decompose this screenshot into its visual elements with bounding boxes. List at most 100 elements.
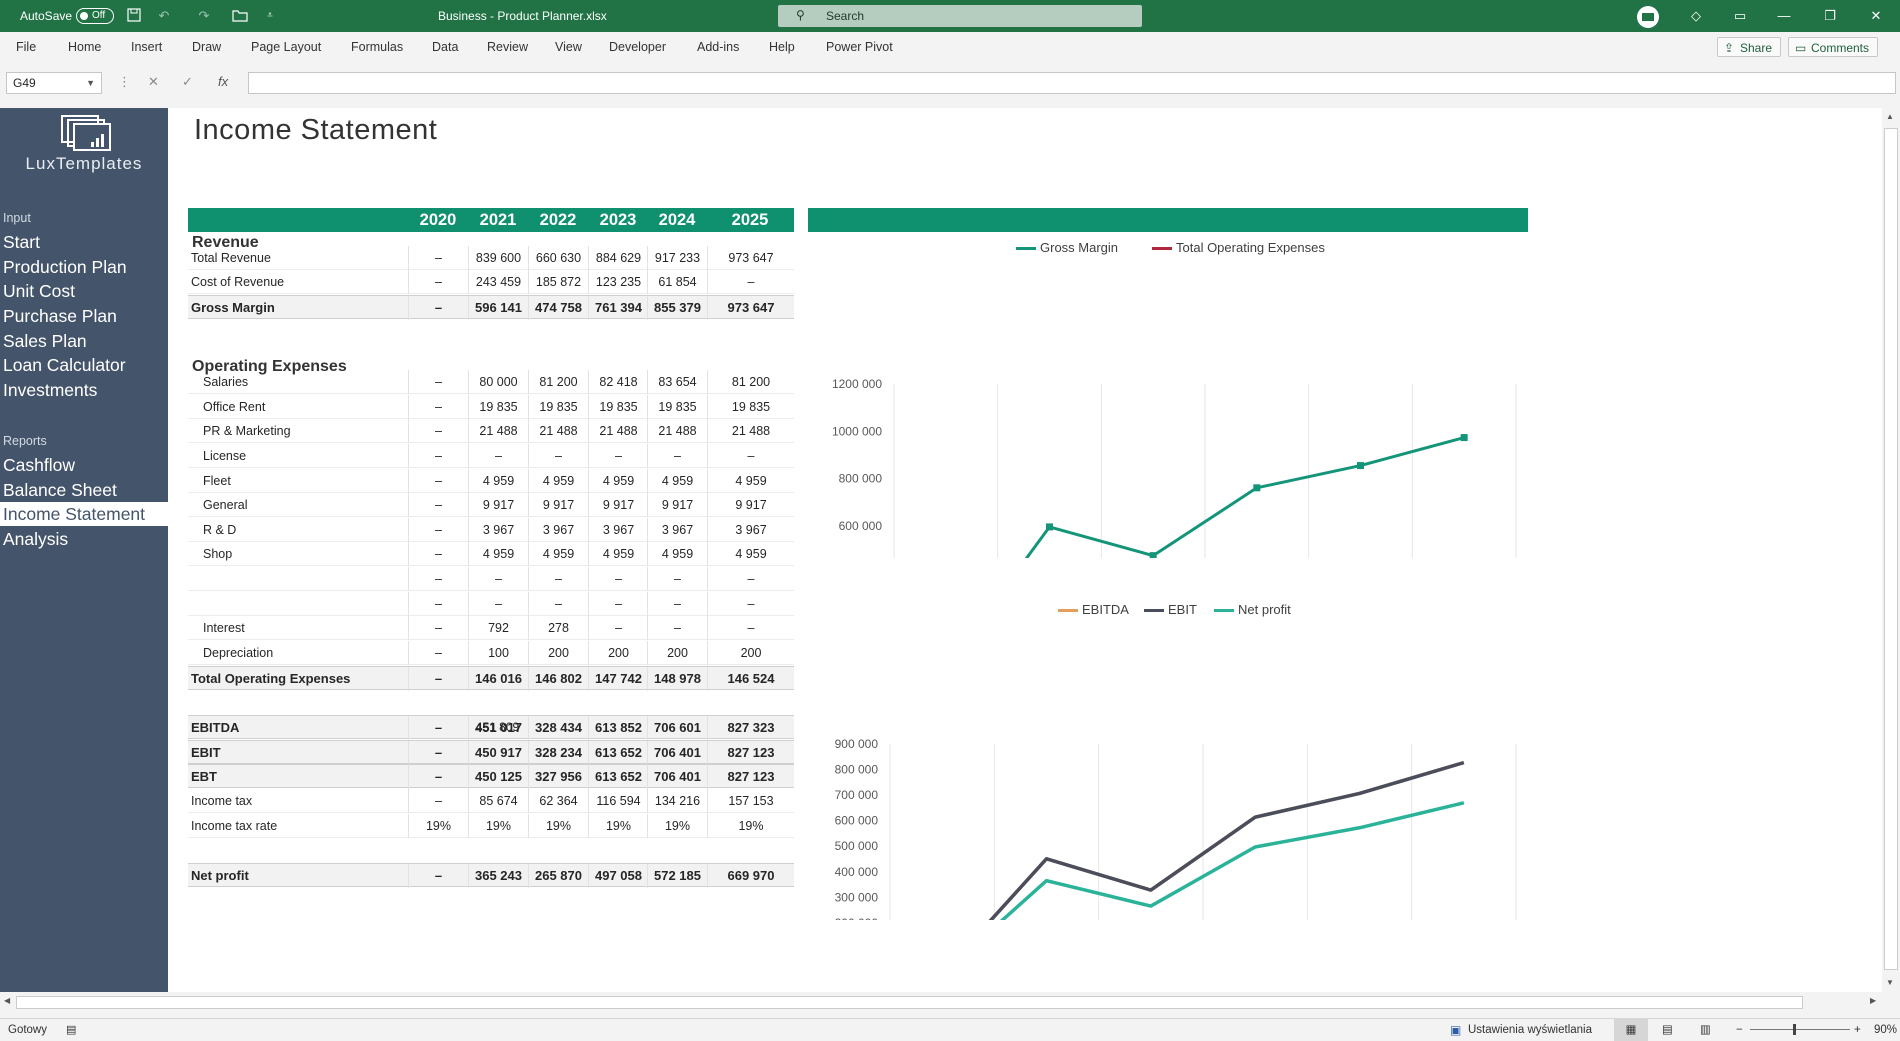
cell-2022[interactable]: 81 200 (528, 370, 588, 394)
tab-page-layout[interactable]: Page Layout (251, 40, 322, 54)
cell-2024[interactable]: 917 233 (647, 246, 707, 270)
cell-2023[interactable]: 19 835 (588, 395, 648, 419)
table-row[interactable]: Total Revenue –839 600 660 630 884 629 917 2… (188, 246, 794, 270)
cell-2020[interactable]: – (408, 864, 468, 888)
tab-formulas[interactable]: Formulas (351, 40, 404, 54)
cell-2024[interactable]: – (647, 592, 707, 616)
table-row[interactable]: Income tax –85 674 62 364 116 594 134 216 157… (188, 789, 794, 813)
premium-diamond-icon[interactable]: ◇ (1691, 8, 1701, 23)
cell-2022[interactable]: 278 (528, 616, 588, 640)
cell-2024[interactable]: 83 654 (647, 370, 707, 394)
cell-2023[interactable]: – (588, 567, 648, 591)
cell-2022[interactable]: 146 802 (528, 667, 588, 691)
cell-2023[interactable]: 21 488 (588, 419, 648, 443)
cell-2025[interactable]: 21 488 (707, 419, 794, 443)
cell-2021[interactable]: 4 959 (468, 542, 528, 566)
cell-2021[interactable]: 596 141 (468, 296, 528, 320)
cell-2023[interactable]: 761 394 (588, 296, 648, 320)
cell-2020[interactable]: – (408, 789, 468, 813)
cell-2025[interactable]: 200 (707, 641, 794, 665)
cell-2022[interactable]: 9 917 (528, 493, 588, 517)
save-icon[interactable] (126, 8, 142, 24)
autosave-toggle[interactable]: Off (76, 8, 114, 24)
cell-2025[interactable]: 81 200 (707, 370, 794, 394)
nav-sales-plan[interactable]: Sales Plan (3, 331, 87, 351)
cell-2022[interactable]: 3 967 (528, 518, 588, 542)
cell-2025[interactable]: 4 959 (707, 469, 794, 493)
table-row[interactable]: Total Operating Expenses –146 016 146 802 1… (188, 666, 794, 691)
tab-add-ins[interactable]: Add-ins (697, 40, 740, 54)
insert-function-icon[interactable]: fx (218, 74, 229, 89)
cell-2025[interactable]: – (707, 270, 794, 294)
cell-2024[interactable]: 21 488 (647, 419, 707, 443)
enter-icon[interactable]: ✓ (182, 74, 193, 89)
cell-2020[interactable]: – (408, 518, 468, 542)
macro-record-icon[interactable]: ▤ (66, 1024, 77, 1036)
table-row[interactable]: Office Rent –19 835 19 835 19 835 19 835 19 8… (188, 395, 794, 419)
scroll-up-icon[interactable]: ▲ (1886, 112, 1894, 121)
vertical-scroll-thumb[interactable] (1884, 128, 1898, 970)
cell-2022[interactable]: – (528, 592, 588, 616)
cell-2020[interactable]: – (408, 716, 468, 740)
restore-icon[interactable]: ❐ (1824, 8, 1836, 23)
table-row[interactable]: Gross Margin –596 141 474 758 761 394 855 37… (188, 295, 794, 320)
cell-2023[interactable]: 884 629 (588, 246, 648, 270)
nav-investments[interactable]: Investments (3, 380, 98, 400)
cell-2020[interactable]: – (408, 567, 468, 591)
cell-2024[interactable]: 4 959 (647, 542, 707, 566)
minimize-icon[interactable]: — (1777, 8, 1791, 23)
nav-analysis[interactable]: Analysis (3, 529, 69, 549)
cell-2024[interactable]: 572 185 (647, 864, 707, 888)
table-row[interactable]: – – – – – – (188, 567, 794, 591)
cell-2021[interactable]: 80 000 (468, 370, 528, 394)
cell-2023[interactable]: 613 852 (588, 716, 648, 740)
cell-2021[interactable]: 9 917 (468, 493, 528, 517)
cell-2021[interactable]: 243 459 (468, 270, 528, 294)
cell-2021[interactable]: 146 016 (468, 667, 528, 691)
cell-2020[interactable]: – (408, 741, 468, 765)
cell-2020[interactable]: – (408, 542, 468, 566)
cell-2021[interactable]: 3 967 (468, 518, 528, 542)
cell-2021[interactable]: 19% (468, 814, 528, 838)
cell-2022[interactable]: 660 630 (528, 246, 588, 270)
zoom-level[interactable]: 90% (1874, 1024, 1898, 1036)
cell-2022[interactable]: 327 956 (528, 765, 588, 789)
cell-2022[interactable]: 4 959 (528, 469, 588, 493)
cell-2025[interactable]: 19 835 (707, 395, 794, 419)
comments-button[interactable]: ▭ Comments (1788, 37, 1879, 57)
tab-data[interactable]: Data (432, 40, 459, 54)
account-avatar-icon[interactable] (1628, 0, 1668, 32)
cell-2020[interactable]: 19% (408, 814, 468, 838)
cell-2023[interactable]: – (588, 444, 648, 468)
cell-2022[interactable]: 19% (528, 814, 588, 838)
undo-icon[interactable]: ↶ (158, 8, 170, 23)
nav-production-plan[interactable]: Production Plan (3, 257, 127, 277)
cell-2020[interactable]: – (408, 370, 468, 394)
cell-2024[interactable]: 9 917 (647, 493, 707, 517)
table-row[interactable]: Salaries –80 000 81 200 82 418 83 654 81 200 (188, 370, 794, 394)
cell-2020[interactable]: – (408, 493, 468, 517)
table-row[interactable]: Net profit –365 243 265 870 497 058 572 185 6… (188, 863, 794, 888)
cell-2021[interactable]: – (468, 592, 528, 616)
table-row[interactable]: Interest –792 278– – – (188, 616, 794, 640)
nav-start[interactable]: Start (3, 232, 40, 252)
cell-2025[interactable]: – (707, 592, 794, 616)
scroll-left-icon[interactable]: ◀ (4, 996, 11, 1005)
cell-2020[interactable]: – (408, 641, 468, 665)
cell-2024[interactable]: 19% (647, 814, 707, 838)
cell-2021[interactable]: 451 017 (468, 716, 528, 740)
table-row[interactable]: Shop –4 959 4 959 4 959 4 959 4 959 (188, 542, 794, 566)
cell-2025[interactable]: 827 323 (707, 716, 794, 740)
cell-2022[interactable]: – (528, 567, 588, 591)
cell-2023[interactable]: 123 235 (588, 270, 648, 294)
normal-view-icon[interactable]: ▦ (1614, 1019, 1648, 1041)
tab-power-pivot[interactable]: Power Pivot (826, 40, 893, 54)
cell-2023[interactable]: 116 594 (588, 789, 648, 813)
cell-2021[interactable]: 450 917 (468, 741, 528, 765)
table-row[interactable]: Income tax rate 19% 19% 19% 19% 19% 19% (188, 814, 794, 838)
cell-2020[interactable]: – (408, 246, 468, 270)
horizontal-scrollbar[interactable]: ◀ ▶ (0, 994, 1882, 1010)
cell-2022[interactable]: 21 488 (528, 419, 588, 443)
cell-2021[interactable]: 4 959 (468, 469, 528, 493)
tab-insert[interactable]: Insert (131, 40, 163, 54)
